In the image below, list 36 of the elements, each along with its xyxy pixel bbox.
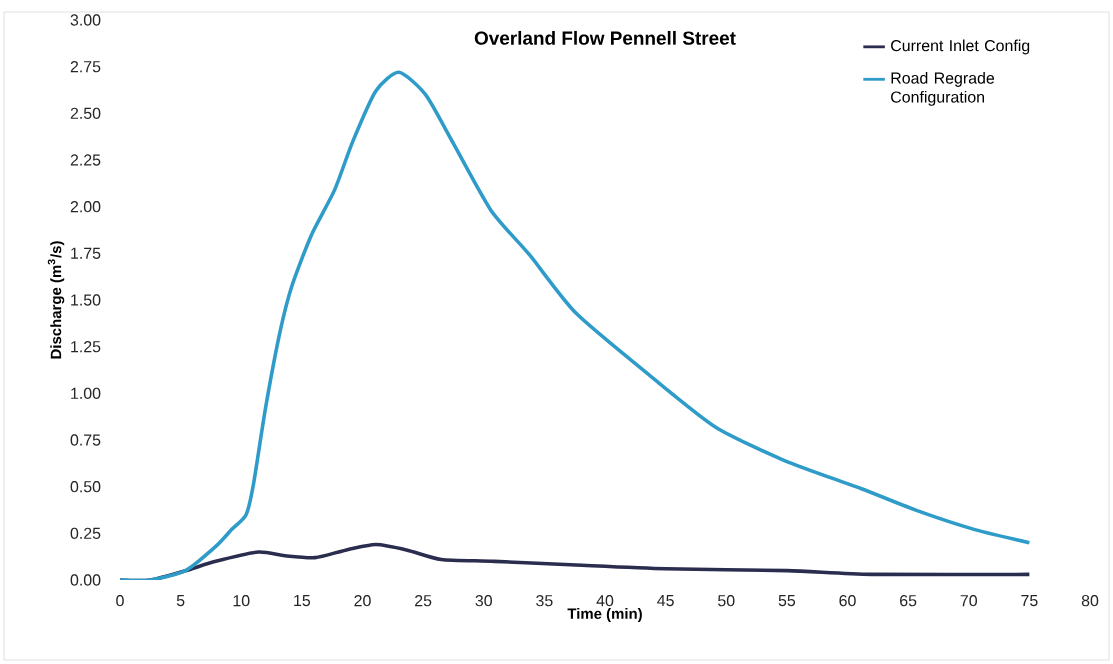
x-tick-label: 45 <box>657 595 674 607</box>
y-tick-label: 0.75 <box>70 434 101 446</box>
y-tick-label: 2.25 <box>70 154 101 166</box>
x-tick-label: 10 <box>233 595 250 607</box>
x-tick-label: 0 <box>116 595 124 607</box>
chart-title: Overland Flow Pennell Street <box>474 30 736 45</box>
y-tick-label: 1.00 <box>71 387 101 399</box>
y-tick-label: 0.25 <box>70 527 101 539</box>
x-tick-label: 40 <box>596 595 614 607</box>
legend-label: Current Inlet Config <box>891 39 1030 55</box>
y-tick-label: 2.00 <box>70 201 101 213</box>
y-tick-label: 3.00 <box>70 14 101 26</box>
y-axis-title: Discharge (m$^{3}$/s) <box>47 241 65 359</box>
x-tick-label: 30 <box>475 595 492 607</box>
y-tick-label: 0.00 <box>70 574 101 586</box>
x-tick-label: 60 <box>839 595 856 607</box>
legend-label: Road Regrade Configuration <box>891 72 995 106</box>
x-tick-label: 35 <box>536 595 553 607</box>
line-series <box>120 70 1032 580</box>
x-tick-label: 75 <box>1021 595 1038 607</box>
y-tick-label: 2.50 <box>70 107 101 119</box>
y-tick-label: 0.50 <box>70 481 101 493</box>
x-axis-title: Time (min) <box>567 608 642 622</box>
x-tick-label: 15 <box>294 595 311 607</box>
x-tick-label: 55 <box>778 595 796 607</box>
x-tick-label: 80 <box>1081 595 1099 607</box>
y-tick-label: 1.50 <box>71 294 101 306</box>
x-tick-label: 25 <box>415 595 432 607</box>
x-tick-label: 20 <box>354 595 371 607</box>
x-tick-label: 50 <box>718 595 735 607</box>
x-tick-label: 65 <box>900 595 917 607</box>
y-tick-label: 1.25 <box>71 341 101 353</box>
x-tick-label: 70 <box>960 595 977 607</box>
y-tick-label: 2.75 <box>70 61 101 73</box>
y-tick-label: 1.75 <box>71 247 101 259</box>
x-tick-label: 5 <box>176 595 185 607</box>
